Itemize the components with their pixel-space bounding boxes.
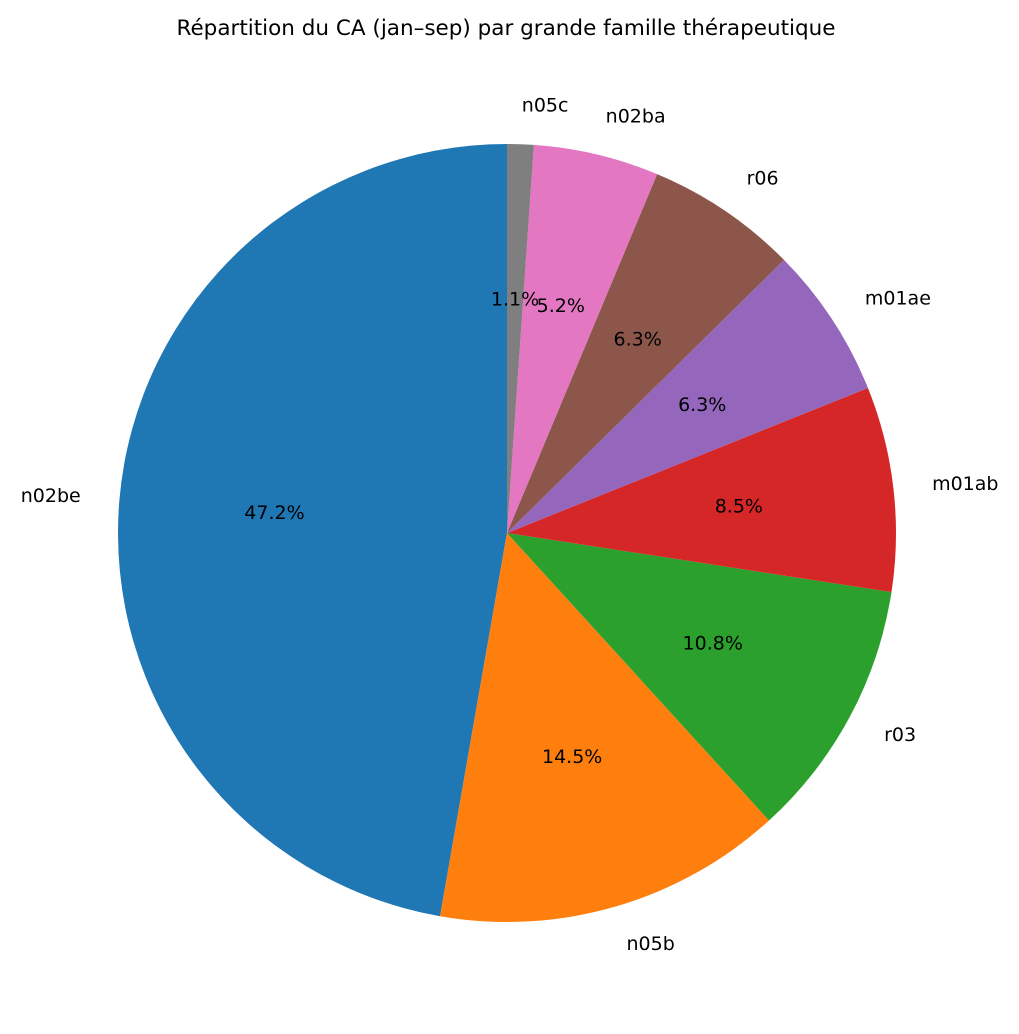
percent-labels: 47.2% 14.5% 10.8% 8.5% 6.3% 6.3% 5.2%1.1% [244, 289, 763, 768]
pie-slice-n05b [440, 533, 770, 922]
pie-slice-n02be [117, 144, 508, 917]
percent-label-n05b: 14.5% [542, 746, 602, 768]
percent-label-r03: 10.8% [683, 632, 743, 654]
slice-label-n05c: n05c [522, 94, 569, 116]
pie-slice-r03 [507, 533, 892, 821]
percent-label-n02ba: 5.2% [537, 295, 585, 317]
pie-slice-m01ae [507, 259, 868, 533]
percent-label-m01ae: 6.3% [678, 394, 726, 416]
pie-slice-n02ba [507, 144, 658, 533]
pie-slice-m01ab [507, 387, 897, 593]
slice-label-n02ba: n02ba [606, 106, 666, 128]
percent-label-n02be: 47.2% [244, 502, 304, 524]
percent-label-r06: 6.3% [614, 329, 662, 351]
slice-label-n02be: n02be [21, 485, 81, 507]
slice-label-n05b: n05b [626, 933, 674, 955]
pie-slice-r06 [507, 174, 785, 533]
percent-label-m01ab: 8.5% [715, 495, 763, 517]
slice-label-m01ab: m01ab [932, 473, 998, 495]
pie-slices [117, 144, 897, 922]
pie-slice-n05c [507, 144, 534, 533]
slice-label-r06: r06 [747, 167, 779, 189]
slice-label-r03: r03 [884, 724, 916, 746]
percent-label-n05c: 1.1% [491, 289, 539, 311]
chart-title: Répartition du CA (jan–sep) par grande f… [176, 16, 835, 41]
slice-labels: n02be n05b r03 m01ab m01ae r06 n02ba n05c [21, 94, 999, 955]
slice-label-m01ae: m01ae [865, 287, 931, 309]
